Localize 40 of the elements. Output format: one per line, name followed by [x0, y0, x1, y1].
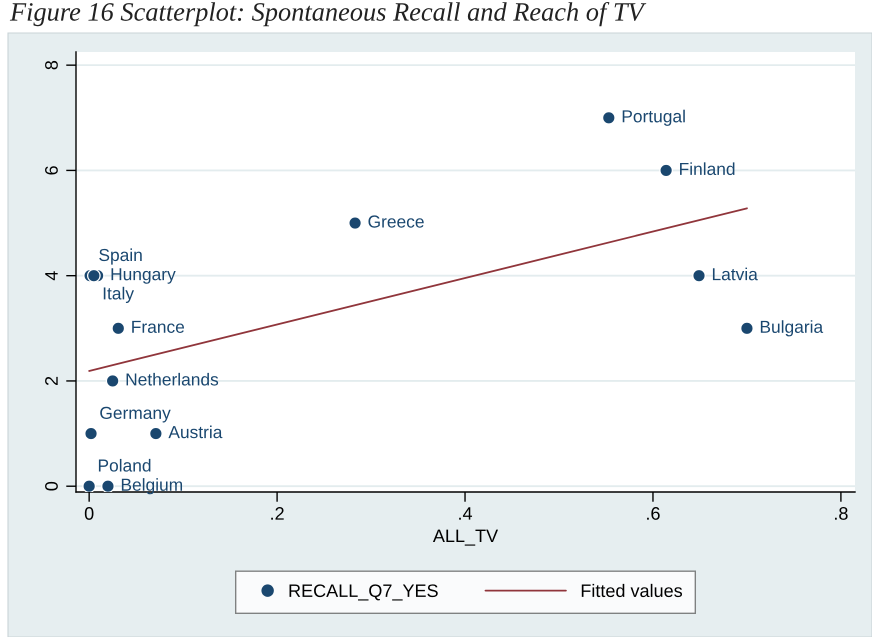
- y-tick-label: 4: [45, 271, 58, 280]
- annotation: Portugal: [622, 110, 685, 126]
- annotation: Hungary: [112, 268, 176, 284]
- x-tick-label: 0: [84, 507, 94, 520]
- point: [106, 374, 120, 388]
- point: [692, 268, 706, 283]
- annotation: Bulgaria: [760, 320, 824, 336]
- annotation: Germany: [100, 406, 171, 422]
- annotation: France: [132, 320, 184, 333]
- chart-title: Figure 16 Scatterplot: Spontaneous Recall and Reach of TV: [10, 2, 646, 26]
- point: [149, 426, 163, 440]
- annotation: Belgium: [122, 478, 182, 494]
- y-tick-label: 2: [45, 376, 58, 386]
- x-axis-title: ALL_TV: [432, 530, 498, 546]
- point: [101, 479, 115, 492]
- x-tick-label: .4: [459, 507, 472, 520]
- point: [87, 268, 101, 283]
- point: [84, 426, 98, 440]
- annotation: Italy: [104, 286, 134, 303]
- point: [82, 479, 96, 492]
- point: [740, 321, 754, 336]
- point: [659, 164, 673, 178]
- point: [602, 110, 616, 125]
- annotation: Latvia: [712, 268, 758, 280]
- annotation: Netherlands: [126, 372, 218, 386]
- x-tick-label: .2: [271, 507, 284, 520]
- point: [111, 321, 126, 336]
- x-tick-label: .6: [647, 507, 660, 520]
- legend-label: Fitted values: [582, 584, 682, 598]
- annotation: Austria: [168, 425, 222, 438]
- y-tick-label: 0: [45, 482, 58, 491]
- annotation: Spain: [99, 248, 142, 265]
- x-tick-label: .8: [835, 507, 848, 520]
- y-tick-label: 6: [45, 166, 58, 175]
- y-tick-label: 8: [45, 60, 58, 70]
- legend-label: RECALL_Q7_YES: [290, 584, 438, 601]
- point: [348, 216, 362, 230]
- annotation: Poland: [98, 458, 150, 472]
- annotation: Greece: [368, 215, 424, 228]
- annotation: Finland: [680, 162, 734, 176]
